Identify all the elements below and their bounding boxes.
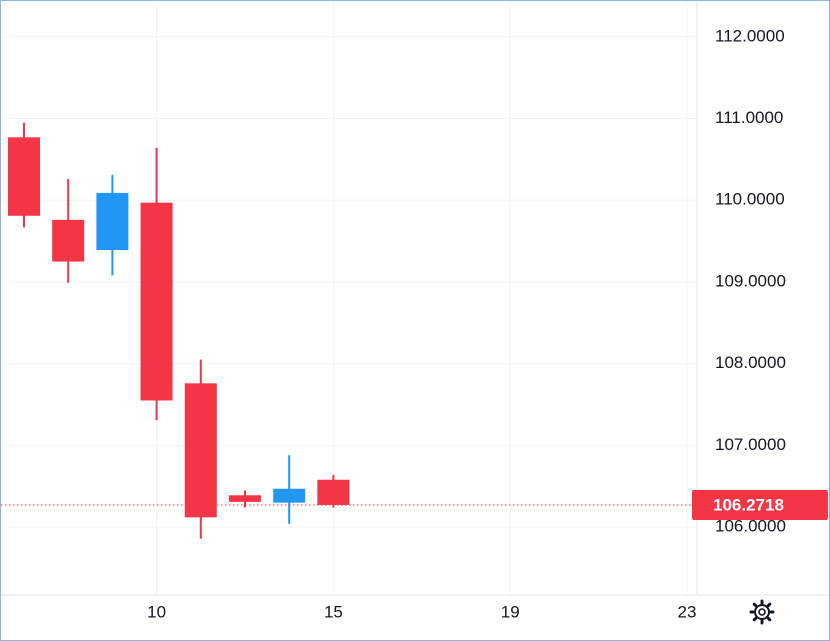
last-price-badge: [692, 489, 828, 520]
candle-body: [184, 383, 217, 518]
y-tick-label: 109.0000: [715, 271, 786, 290]
candle-body: [96, 192, 129, 251]
y-tick-label: 111.0000: [715, 108, 783, 127]
y-tick-label: 110.0000: [715, 190, 785, 209]
settings-icon[interactable]: [749, 599, 775, 625]
last-price-label: 106.2718: [713, 495, 784, 514]
x-tick-label: 19: [501, 602, 520, 621]
candle-body: [8, 137, 40, 216]
y-tick-label: 108.0000: [715, 353, 786, 372]
x-tick-label: 10: [147, 602, 166, 621]
candle-body: [317, 479, 350, 505]
candle-body: [273, 488, 306, 503]
candle-body: [140, 202, 173, 401]
y-tick-label: 107.0000: [715, 435, 786, 454]
candle-body: [229, 495, 261, 502]
x-tick-label: 23: [678, 602, 697, 621]
x-tick-label: 15: [324, 602, 343, 621]
y-tick-label: 106.0000: [715, 517, 786, 536]
candle-body: [52, 219, 85, 262]
y-tick-label: 112.0000: [715, 26, 785, 45]
